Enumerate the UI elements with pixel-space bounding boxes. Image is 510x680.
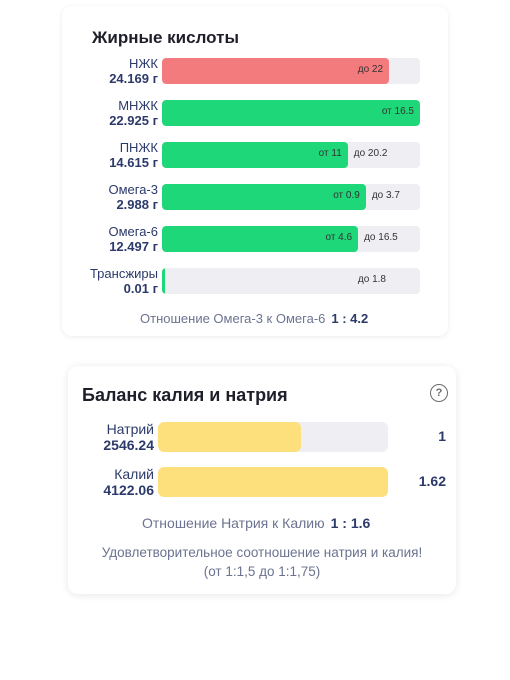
mineral-ratio-part: 1 — [438, 428, 446, 444]
fatty-acids-title: Жирные кислоты — [92, 28, 239, 47]
fatty-acid-bar: от 11 до 20.2 — [162, 142, 420, 168]
fatty-acid-label: Омега-6 12.497 г — [38, 224, 158, 255]
fatty-acid-value: 12.497 г — [109, 239, 158, 254]
fatty-acid-name: МНЖК — [118, 98, 158, 113]
fatty-acid-bar: от 0.9 до 3.7 — [162, 184, 420, 210]
bar-norm-from: от 4.6 — [325, 232, 353, 243]
fatty-acid-value: 22.925 г — [109, 113, 158, 128]
bar-norm-from: до 22 — [357, 64, 384, 75]
omega-ratio-label: Отношение Омега-3 к Омега-6 — [140, 311, 326, 326]
mineral-label: Натрий 2546.24 — [34, 421, 154, 453]
fatty-acid-value: 24.169 г — [109, 71, 158, 86]
fatty-acid-bar-fill — [162, 268, 165, 294]
mineral-value: 4122.06 — [103, 482, 154, 498]
bar-norm-from: от 16.5 — [381, 106, 414, 117]
fatty-acid-label: МНЖК 22.925 г — [38, 98, 158, 129]
fatty-acid-label: НЖК 24.169 г — [38, 56, 158, 87]
mineral-bar-fill — [158, 467, 388, 497]
bar-norm-to: до 16.5 — [364, 232, 398, 243]
fatty-acid-value: 2.988 г — [116, 197, 158, 212]
bar-norm-from: от 11 — [318, 148, 342, 159]
mineral-bar — [158, 467, 388, 497]
mineral-value: 2546.24 — [103, 437, 154, 453]
bar-norm-to: до 3.7 — [371, 190, 400, 201]
fatty-acid-label: Трансжиры 0.01 г — [38, 266, 158, 297]
omega-ratio: Отношение Омега-3 к Омега-6 1 : 4.2 — [140, 311, 368, 326]
fatty-acid-name: Трансжиры — [89, 266, 158, 281]
mineral-bar-fill — [158, 422, 301, 452]
omega-ratio-value: 1 : 4.2 — [331, 311, 369, 326]
bar-norm-from: от 0.9 — [333, 190, 360, 201]
bar-norm-to: до 1.8 — [357, 274, 386, 285]
bar-norm-to: до 20.2 — [353, 148, 388, 159]
balance-note-range: (от 1:1,5 до 1:1,75) — [203, 564, 321, 579]
mineral-ratio-part: 1.62 — [418, 473, 446, 489]
sodium-ratio-value: 1 : 1.6 — [330, 515, 371, 531]
mineral-name: Калий — [114, 466, 154, 482]
fatty-acids-card: Жирные кислоты НЖК 24.169 г до 22 МНЖК 22.92… — [62, 6, 448, 336]
fatty-acid-value: 14.615 г — [109, 155, 158, 170]
fatty-acid-bar-fill — [162, 58, 390, 84]
fatty-acid-name: Омега-6 — [108, 224, 158, 239]
sodium-ratio-label: Отношение Натрия к Калию — [142, 515, 325, 531]
mineral-bar — [158, 422, 388, 452]
sodium-potassium-title: Баланс калия и натрия — [82, 385, 288, 405]
fatty-acid-label: Омега-3 2.988 г — [38, 182, 158, 213]
fatty-acid-bar-fill — [162, 100, 420, 126]
fatty-acid-bar-fill — [162, 226, 359, 252]
question-circle-icon[interactable]: ? — [430, 384, 448, 402]
mineral-label: Калий 4122.06 — [34, 466, 154, 498]
fatty-acid-name: НЖК — [129, 56, 158, 71]
fatty-acid-name: ПНЖК — [119, 140, 158, 155]
fatty-acid-bar: до 22 — [162, 58, 420, 84]
fatty-acid-bar: от 4.6 до 16.5 — [162, 226, 420, 252]
sodium-potassium-card: Баланс калия и натрия ? Натрий 2546.24 1 Ка… — [68, 366, 456, 594]
mineral-name: Натрий — [106, 421, 154, 437]
fatty-acid-bar-fill — [162, 184, 366, 210]
sodium-ratio: Отношение Натрия к Калию 1 : 1.6 — [142, 515, 370, 531]
fatty-acid-bar: от 16.5 — [162, 100, 420, 126]
fatty-acid-value: 0.01 г — [123, 281, 158, 296]
fatty-acid-label: ПНЖК 14.615 г — [38, 140, 158, 171]
balance-note: Удовлетворительное соотношение натрия и … — [101, 545, 423, 560]
fatty-acid-bar-fill — [162, 142, 348, 168]
fatty-acid-bar: до 1.8 — [162, 268, 420, 294]
fatty-acid-name: Омега-3 — [108, 182, 158, 197]
